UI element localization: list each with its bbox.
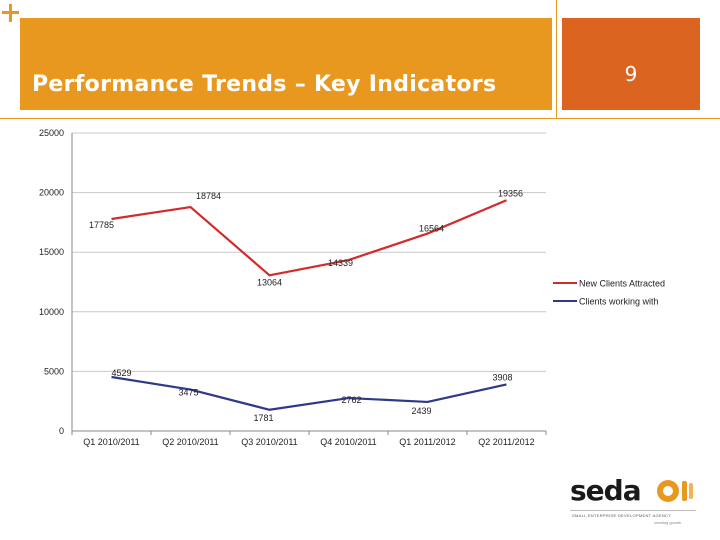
x-tick-label: Q1 2011/2012: [399, 437, 455, 447]
x-tick-label: Q2 2010/2011: [162, 437, 218, 447]
data-label: 16564: [419, 224, 444, 234]
x-tick-label: Q1 2010/2011: [83, 437, 139, 447]
legend-label: Clients working with: [579, 297, 659, 307]
logo-subtitle: SMALL ENTERPRISE DEVELOPMENT AGENCY: [572, 513, 672, 518]
page-number: 9: [624, 62, 638, 86]
header-divider-vertical: [556, 0, 557, 118]
header-divider-horizontal: [0, 118, 720, 119]
header-band: [20, 18, 552, 110]
data-label: 14339: [328, 258, 353, 268]
page-number-box: [562, 18, 700, 110]
seda-logo: seda SMALL ENTERPRISE DEVELOPMENT AGENCY…: [568, 474, 698, 528]
y-tick-label: 20000: [39, 188, 64, 198]
slide-title: Performance Trends – Key Indicators: [32, 72, 497, 97]
x-tick-label: Q3 2010/2011: [241, 437, 297, 447]
logo-ring-icon: [657, 480, 693, 502]
data-label: 1781: [253, 413, 273, 423]
data-label: 4529: [111, 368, 131, 378]
y-tick-label: 25000: [39, 128, 64, 138]
data-label: 13064: [257, 277, 282, 287]
data-label: 18784: [196, 191, 221, 201]
x-tick-label: Q2 2011/2012: [478, 437, 534, 447]
y-tick-label: 15000: [39, 247, 64, 257]
data-label: 19356: [498, 188, 523, 198]
logo-rule: [570, 510, 696, 511]
data-label: 2439: [411, 406, 431, 416]
x-tick-label: Q4 2010/2011: [320, 437, 376, 447]
series-line: [111, 199, 507, 277]
data-label: 3475: [178, 388, 198, 398]
series-line: [111, 375, 507, 411]
y-tick-label: 10000: [39, 307, 64, 317]
data-label: 17785: [89, 220, 114, 230]
logo-wordmark: seda: [570, 474, 642, 507]
y-tick-label: 5000: [44, 366, 64, 376]
logo-tagline: creating growth: [654, 520, 682, 525]
data-label: 2762: [341, 395, 361, 405]
legend-label: New Clients Attracted: [579, 279, 665, 289]
plus-icon-horizontal: [2, 11, 19, 14]
y-tick-label: 0: [59, 426, 64, 436]
data-label: 3908: [492, 372, 512, 382]
